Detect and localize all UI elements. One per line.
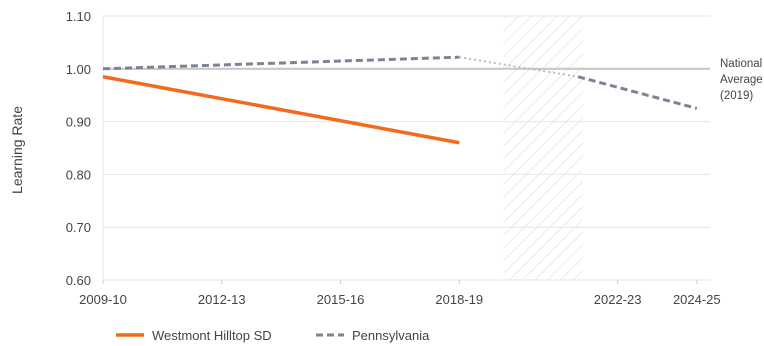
legend-label-pennsylvania: Pennsylvania: [352, 328, 430, 343]
y-tick-label: 0.90: [66, 115, 91, 130]
x-tick-label: 2018-19: [435, 292, 483, 307]
series-pennsylvania-line: [102, 55, 460, 71]
y-tick-label: 0.80: [66, 167, 91, 182]
series-lines: [102, 55, 698, 145]
x-tick-label: 2015-16: [317, 292, 365, 307]
x-tick-label: 2012-13: [198, 292, 246, 307]
y-axis-label: Learning Rate: [9, 106, 25, 194]
legend-label-westmont-hilltop: Westmont Hilltop SD: [152, 328, 272, 343]
y-tick-label: 1.10: [66, 9, 91, 24]
x-tick-label: 2009-10: [79, 292, 127, 307]
x-axis-ticks: 2009-10 2012-13 2015-16 2018-19 2022-23 2024-…: [79, 280, 721, 307]
series-pennsylvania-projection-dashed: [577, 75, 698, 110]
pandemic-gap-shading: [503, 16, 584, 280]
y-axis-ticks: 0.60 0.70 0.80 0.90 1.00 1.10: [66, 9, 91, 288]
series-westmont-hilltop-line: [102, 74, 460, 145]
gridlines: [102, 15, 710, 281]
x-tick-label: 2022-23: [594, 292, 642, 307]
series-pennsylvania-projection-dotted: [459, 56, 579, 78]
legend: Westmont Hilltop SD Pennsylvania: [116, 328, 430, 343]
y-tick-label: 1.00: [66, 62, 91, 77]
reference-line-label: National: [720, 58, 762, 70]
reference-line-label: Average: [720, 74, 763, 86]
national-average-line: National Average (2019): [103, 58, 763, 102]
y-tick-label: 0.60: [66, 273, 91, 288]
y-tick-label: 0.70: [66, 220, 91, 235]
shaded-region: [503, 16, 584, 280]
x-tick-label: 2024-25: [673, 292, 721, 307]
reference-line-label: (2019): [720, 90, 753, 102]
